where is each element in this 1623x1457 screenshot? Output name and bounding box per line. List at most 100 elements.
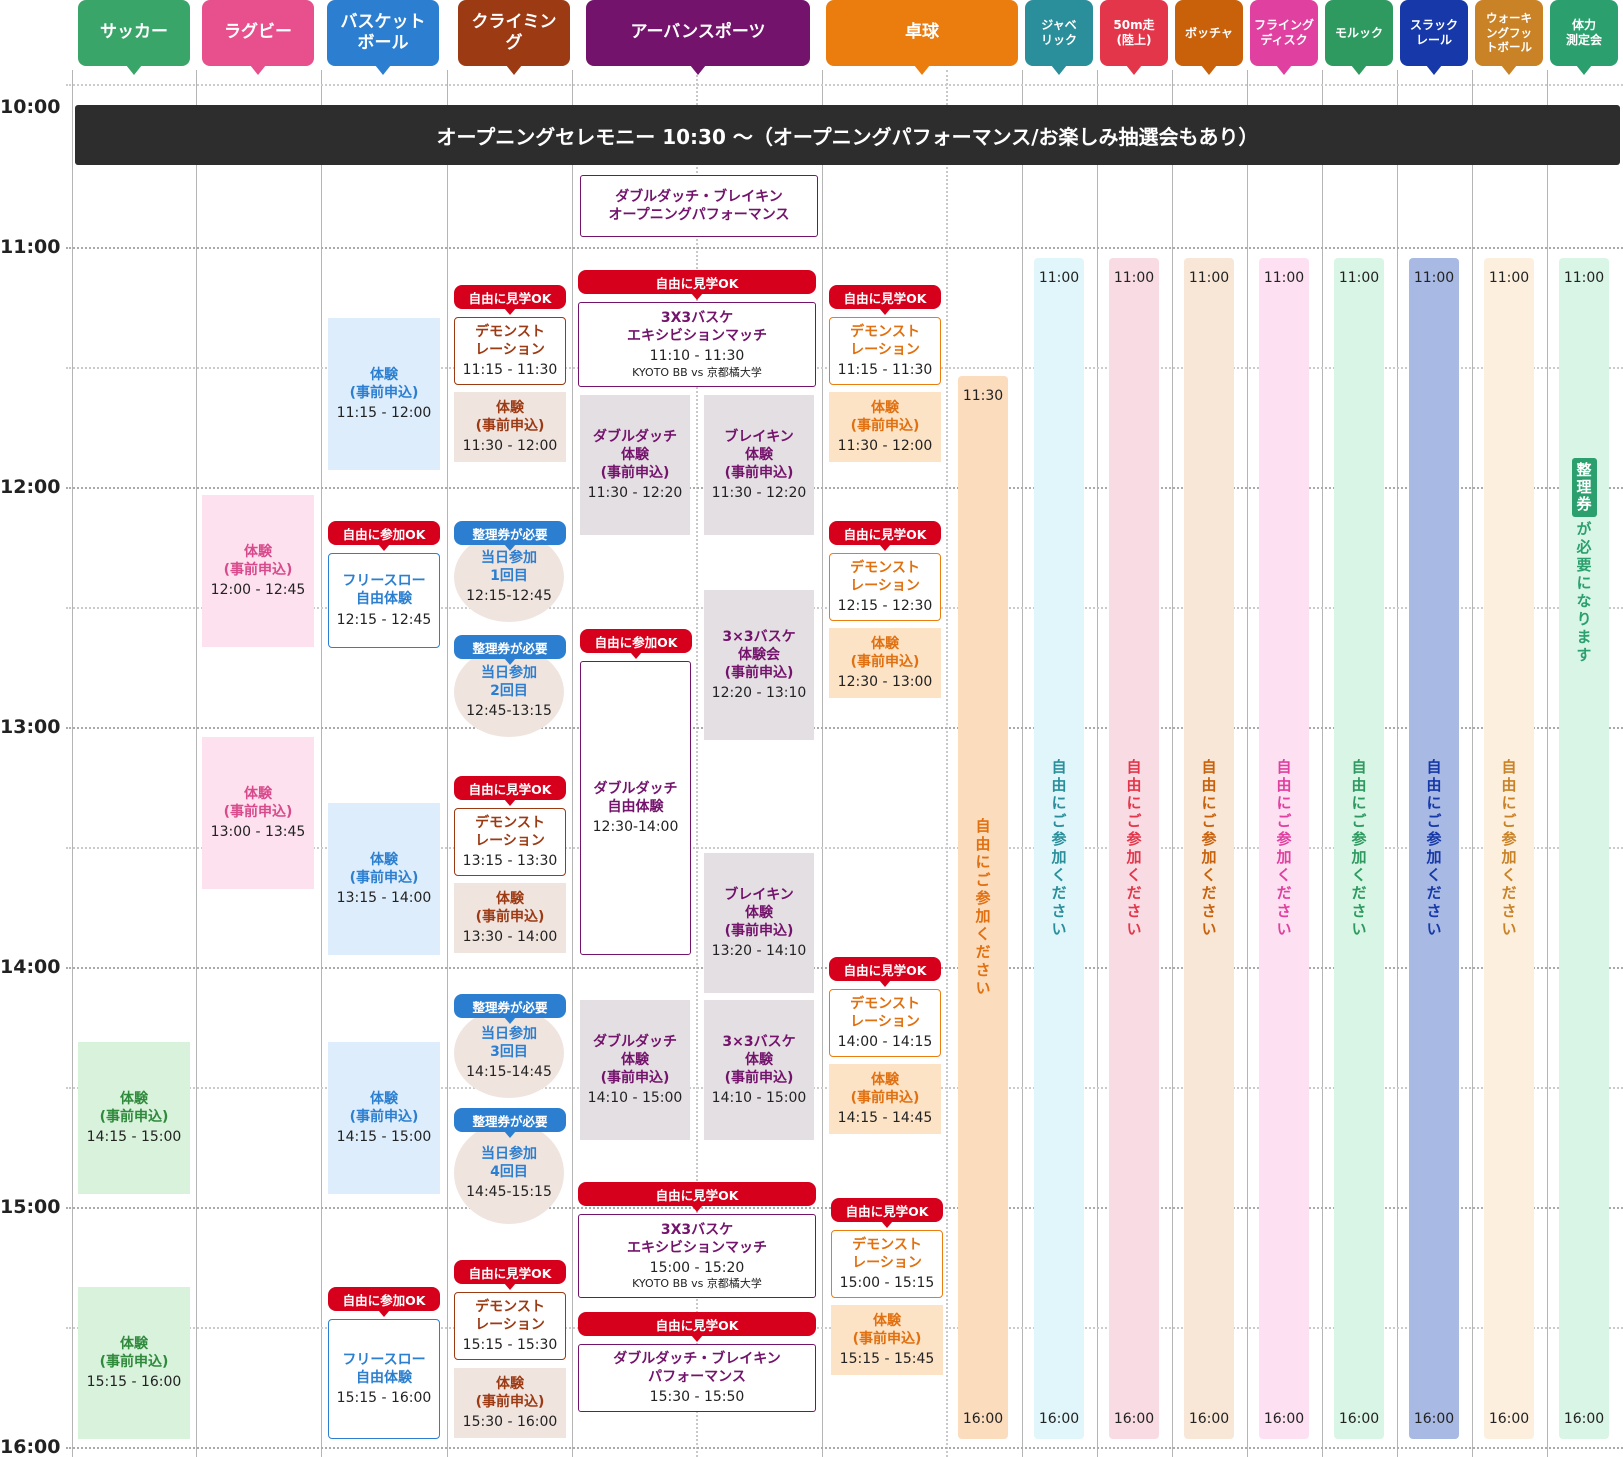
table-tennis-session[interactable]: デモンスト レーション 12:15 - 12:30: [829, 553, 941, 621]
table-tennis-free-column[interactable]: 11:30 自由にご参加ください 16:00: [958, 376, 1008, 1439]
free-join-text: 自由にご参加ください: [1424, 758, 1443, 939]
header-molkky: モルック: [1325, 0, 1393, 75]
free-join-text: 自由にご参加ください: [1349, 758, 1368, 939]
grid-line: [1322, 70, 1323, 1457]
urban-doubledutch-session[interactable]: ダブルダッチ 体験 (事前申込) 11:30 - 12:20: [580, 395, 690, 535]
header-rugby: ラグビー: [202, 0, 314, 75]
header-50m-run: 50m走 (陸上): [1100, 0, 1168, 75]
watch-ok-badge: 自由に見学OK: [578, 270, 816, 300]
rugby-session[interactable]: 体験 (事前申込) 13:00 - 13:45: [202, 737, 314, 889]
header-soccer: サッカー: [78, 0, 190, 75]
climbing-session[interactable]: 体験 (事前申込) 11:30 - 12:00: [454, 392, 566, 462]
grid-line: [66, 847, 1623, 849]
climbing-session[interactable]: デモンスト レーション 11:15 - 11:30: [454, 317, 566, 385]
basketball-session[interactable]: 体験 (事前申込) 14:15 - 15:00: [328, 1042, 440, 1194]
grid-line: [66, 487, 1623, 489]
urban-breaking-session[interactable]: ブレイキン 体験 (事前申込) 11:30 - 12:20: [704, 395, 814, 535]
table-tennis-session[interactable]: デモンスト レーション 11:15 - 11:30: [829, 317, 941, 385]
grid-line: [822, 70, 823, 1457]
climbing-session[interactable]: デモンスト レーション 13:15 - 13:30: [454, 808, 566, 876]
grid-line: [447, 70, 448, 1457]
table-tennis-session[interactable]: デモンスト レーション 15:00 - 15:15: [831, 1230, 943, 1298]
basketball-session[interactable]: 体験 (事前申込) 13:15 - 14:00: [328, 803, 440, 955]
ticket-required-badge: 整理券が必要: [454, 635, 566, 665]
climbing-session[interactable]: 体験 (事前申込) 15:30 - 16:00: [454, 1368, 566, 1438]
basketball-session[interactable]: 体験 (事前申込) 11:15 - 12:00: [328, 318, 440, 470]
end-time: 16:00: [1188, 1411, 1230, 1427]
join-ok-badge: 自由に参加OK: [328, 521, 440, 551]
opening-ceremony-bar: オープニングセレモニー 10:30 〜（オープニングパフォーマンス/お楽しみ抽選…: [75, 105, 1620, 165]
time-label: 13:00: [0, 716, 61, 738]
header-fitness-test: 体力 測定会: [1550, 0, 1618, 75]
watch-ok-badge: 自由に見学OK: [829, 957, 941, 987]
basketball-session[interactable]: フリースロー 自由体験 15:15 - 16:00: [328, 1319, 440, 1439]
watch-ok-badge: 自由に見学OK: [829, 521, 941, 551]
soccer-session[interactable]: 体験 (事前申込) 15:15 - 16:00: [78, 1287, 190, 1439]
header-walking-football: ウォーキ ングフッ トボール: [1475, 0, 1543, 75]
start-time: 11:00: [1338, 270, 1380, 286]
basketball-session[interactable]: フリースロー 自由体験 12:15 - 12:45: [328, 553, 440, 648]
table-tennis-session[interactable]: 体験 (事前申込) 14:15 - 14:45: [829, 1064, 941, 1134]
join-ok-badge: 自由に参加OK: [328, 1287, 440, 1317]
watch-ok-badge: 自由に見学OK: [454, 285, 566, 315]
watch-ok-badge: 自由に見学OK: [454, 776, 566, 806]
javelin-free-column[interactable]: 11:00 自由にご参加ください 16:00: [1034, 258, 1084, 1439]
grid-line: [66, 727, 1623, 729]
molkky-free-column[interactable]: 11:00 自由にご参加ください 16:00: [1334, 258, 1384, 1439]
grid-line: [1547, 70, 1548, 1457]
start-time: 11:00: [1488, 270, 1530, 286]
watch-ok-badge: 自由に見学OK: [831, 1198, 943, 1228]
urban-3x3-exhibition[interactable]: 3X3バスケ エキシビションマッチ 15:00 - 15:20 KYOTO BB…: [578, 1214, 816, 1298]
start-time: 11:00: [1563, 270, 1605, 286]
urban-3x3-session[interactable]: 3×3バスケ 体験会 (事前申込) 12:20 - 13:10: [704, 590, 814, 740]
header-urban-sports: アーバンスポーツ: [586, 0, 810, 75]
grid-line: [66, 84, 1623, 86]
table-tennis-session[interactable]: 体験 (事前申込) 11:30 - 12:00: [829, 392, 941, 462]
end-time: 16:00: [1488, 1411, 1530, 1427]
end-time: 16:00: [1113, 1411, 1155, 1427]
end-time: 16:00: [1413, 1411, 1455, 1427]
table-tennis-session[interactable]: デモンスト レーション 14:00 - 14:15: [829, 989, 941, 1057]
boccia-free-column[interactable]: 11:00 自由にご参加ください 16:00: [1184, 258, 1234, 1439]
time-label: 10:00: [0, 96, 61, 118]
grid-line: [1247, 70, 1248, 1457]
time-label: 14:00: [0, 956, 61, 978]
climbing-session[interactable]: デモンスト レーション 15:15 - 15:30: [454, 1292, 566, 1360]
grid-line: [1397, 70, 1398, 1457]
urban-breaking-session[interactable]: ブレイキン 体験 (事前申込) 13:20 - 14:10: [704, 853, 814, 993]
urban-3x3-exhibition[interactable]: 3X3バスケ エキシビションマッチ 11:10 - 11:30 KYOTO BB…: [578, 302, 816, 387]
slackrail-free-column[interactable]: 11:00 自由にご参加ください 16:00: [1409, 258, 1459, 1439]
urban-opening-performance[interactable]: ダブルダッチ・ブレイキン オープニングパフォーマンス: [580, 175, 818, 237]
ticket-badge: 整理券: [1571, 458, 1597, 517]
rugby-session[interactable]: 体験 (事前申込) 12:00 - 12:45: [202, 495, 314, 647]
urban-doubledutch-session[interactable]: ダブルダッチ 体験 (事前申込) 14:10 - 15:00: [580, 1000, 690, 1140]
urban-3x3-session[interactable]: 3×3バスケ 体験 (事前申込) 14:10 - 15:00: [704, 1000, 814, 1140]
urban-doubledutch-free[interactable]: ダブルダッチ 自由体験 12:30-14:00: [580, 661, 691, 955]
time-label: 12:00: [0, 476, 61, 498]
soccer-session[interactable]: 体験 (事前申込) 14:15 - 15:00: [78, 1042, 190, 1194]
grid-line: [66, 1447, 1623, 1449]
header-flying-disc: フライング ディスク: [1250, 0, 1318, 75]
end-time: 16:00: [1038, 1411, 1080, 1427]
flying-disc-free-column[interactable]: 11:00 自由にご参加ください 16:00: [1259, 258, 1309, 1439]
climbing-ticket-session[interactable]: 当日参加 4回目 14:45-15:15: [454, 1122, 564, 1224]
end-time: 16:00: [1338, 1411, 1380, 1427]
table-tennis-session[interactable]: 体験 (事前申込) 15:15 - 15:45: [831, 1305, 943, 1375]
header-slackrail: スラック レール: [1400, 0, 1468, 75]
climbing-session[interactable]: 体験 (事前申込) 13:30 - 14:00: [454, 883, 566, 953]
start-time: 11:00: [1263, 270, 1305, 286]
grid-line: [1022, 70, 1023, 1457]
watch-ok-badge: 自由に見学OK: [829, 285, 941, 315]
header-table-tennis: 卓球: [826, 0, 1018, 75]
grid-line: [572, 70, 573, 1457]
50m-run-free-column[interactable]: 11:00 自由にご参加ください 16:00: [1109, 258, 1159, 1439]
fitness-test-column[interactable]: 11:00 整理券 が必要になります 16:00: [1559, 258, 1609, 1439]
urban-performance[interactable]: ダブルダッチ・ブレイキン パフォーマンス 15:30 - 15:50: [578, 1344, 816, 1412]
grid-line: [321, 70, 322, 1457]
walking-football-free-column[interactable]: 11:00 自由にご参加ください 16:00: [1484, 258, 1534, 1439]
end-time: 16:00: [1263, 1411, 1305, 1427]
climbing-ticket-session[interactable]: 当日参加 3回目 14:15-14:45: [454, 1008, 564, 1098]
table-tennis-session[interactable]: 体験 (事前申込) 12:30 - 13:00: [829, 628, 941, 698]
free-join-text: 自由にご参加ください: [1274, 758, 1293, 939]
